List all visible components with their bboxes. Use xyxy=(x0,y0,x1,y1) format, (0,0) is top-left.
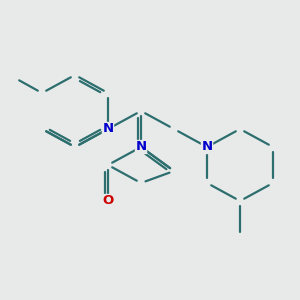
Text: N: N xyxy=(135,140,147,154)
Text: O: O xyxy=(102,194,114,208)
Text: N: N xyxy=(201,140,213,154)
Text: N: N xyxy=(102,122,114,136)
